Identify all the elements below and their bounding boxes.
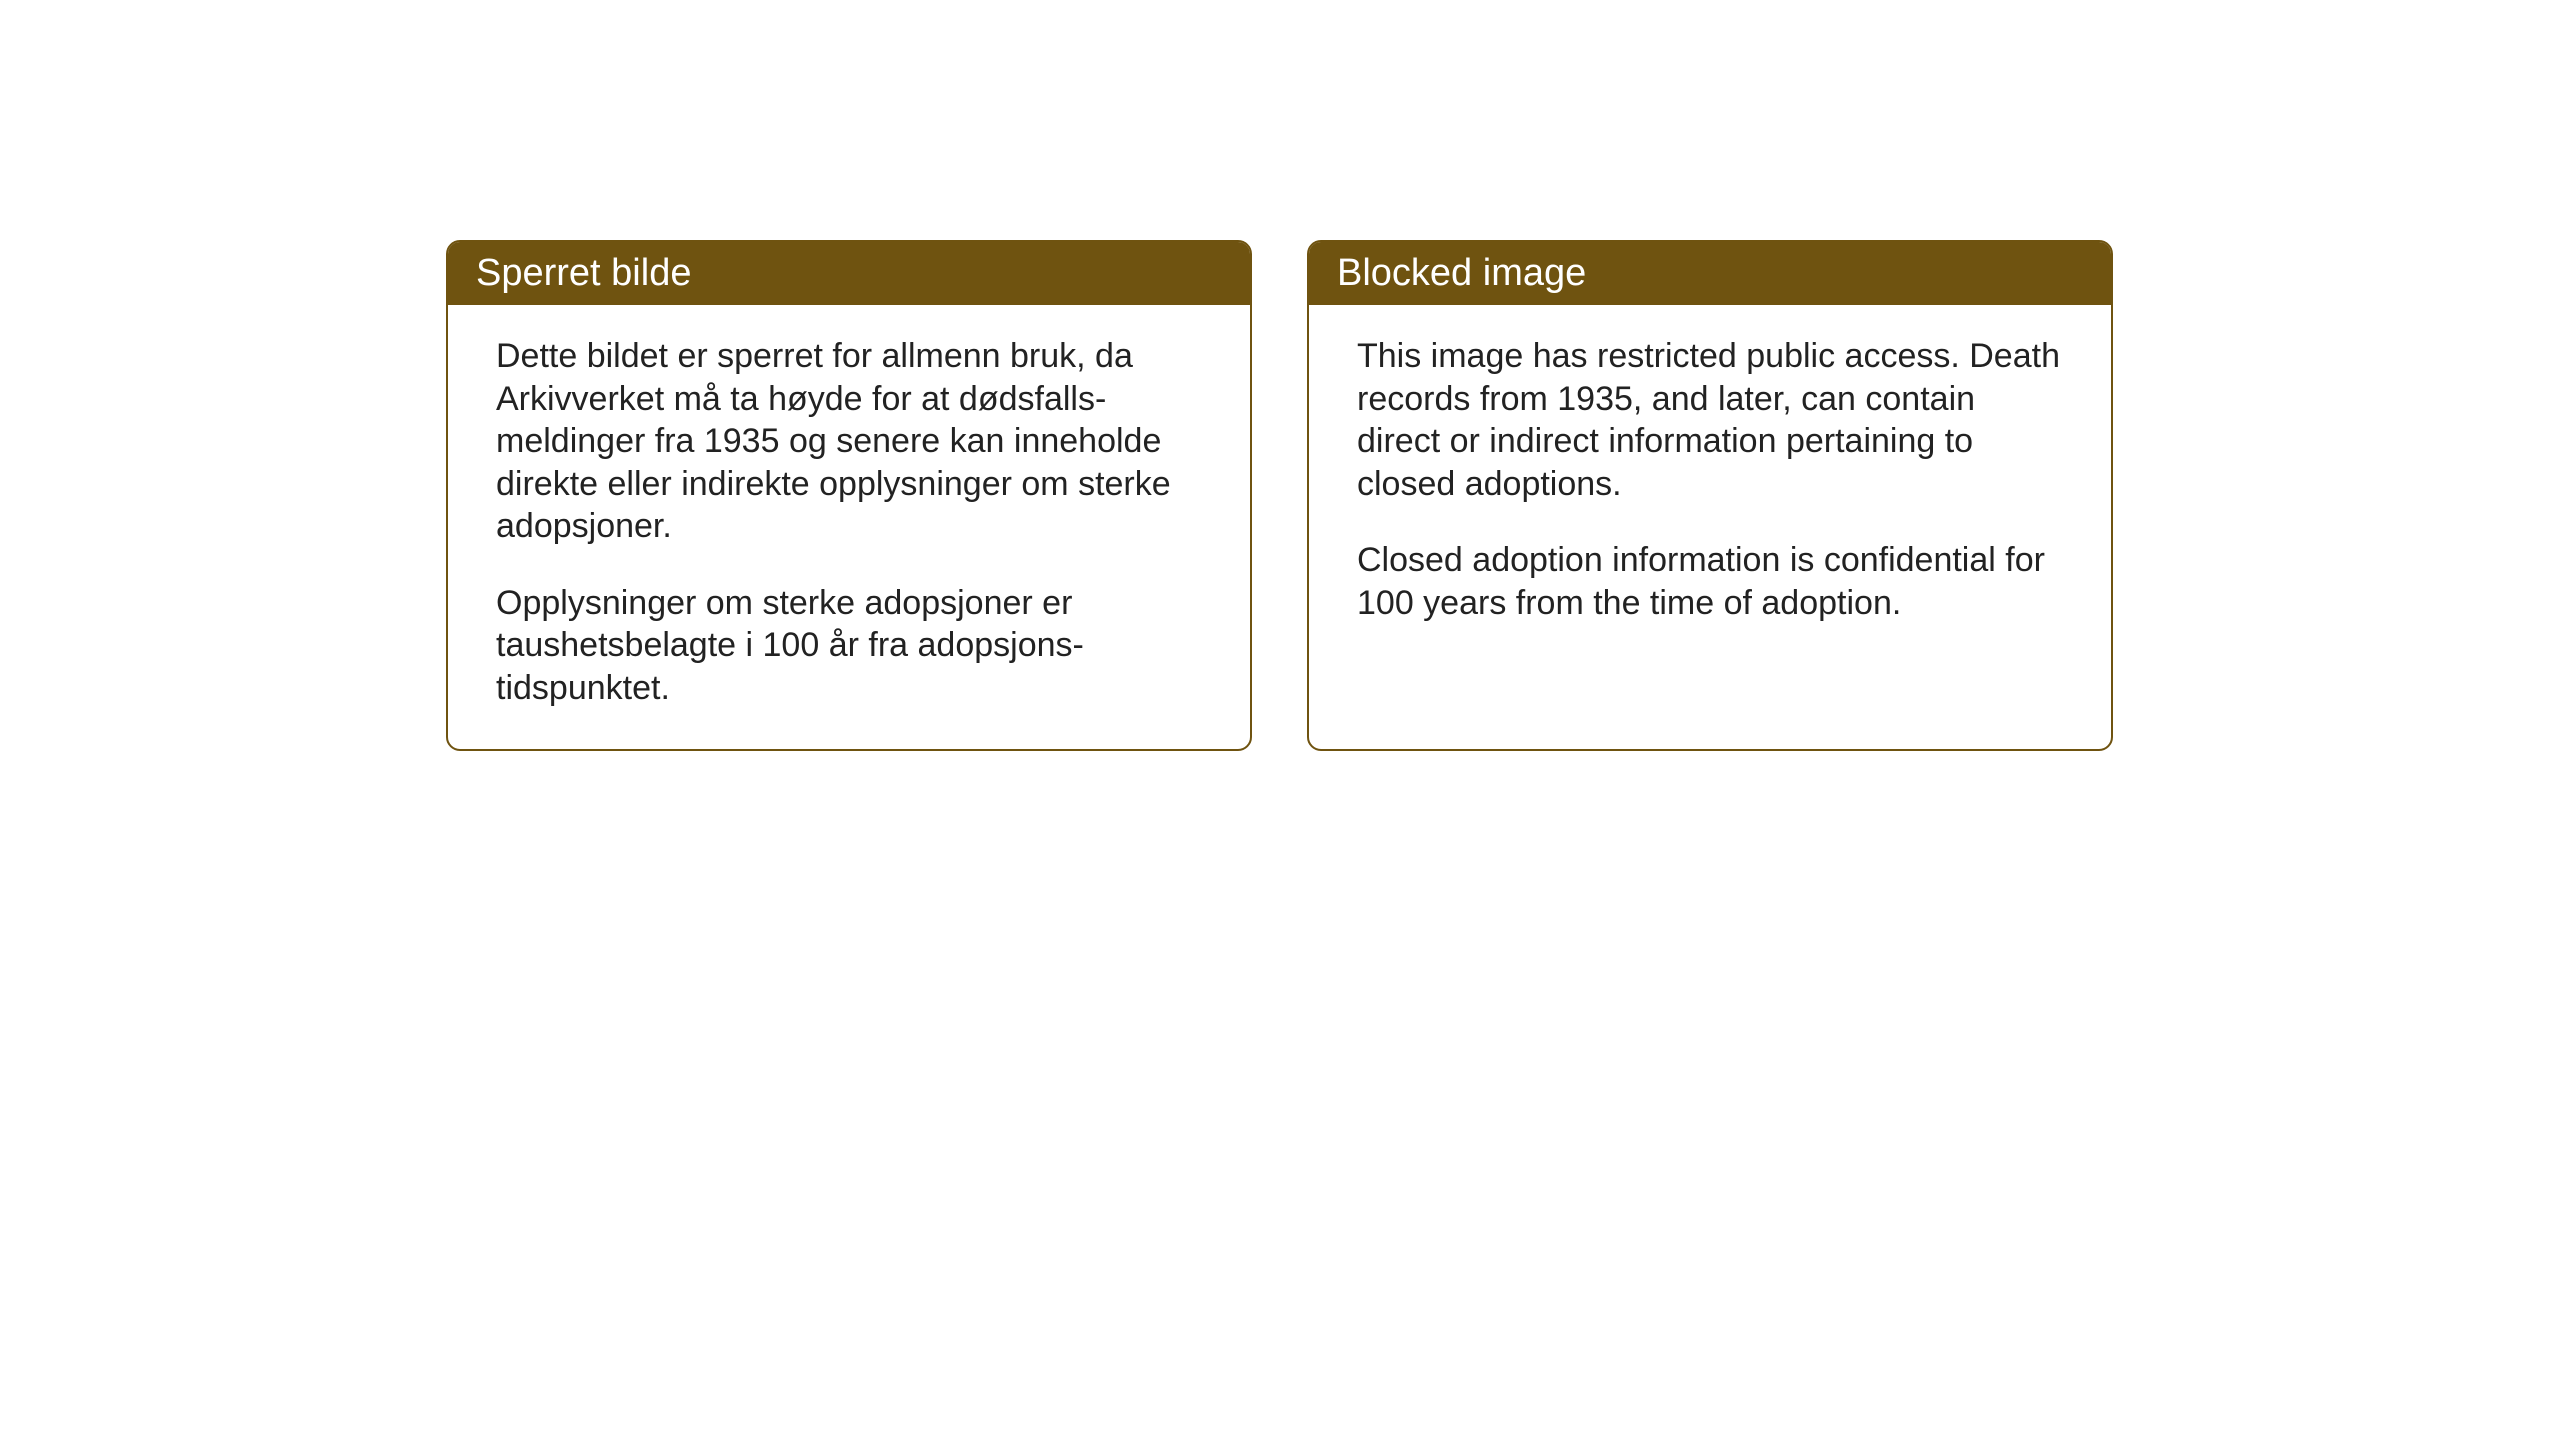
- notice-paragraph2-norwegian: Opplysninger om sterke adopsjoner er tau…: [496, 582, 1202, 710]
- notice-box-norwegian: Sperret bilde Dette bildet er sperret fo…: [446, 240, 1252, 751]
- notice-paragraph2-english: Closed adoption information is confident…: [1357, 539, 2063, 624]
- notice-paragraph1-english: This image has restricted public access.…: [1357, 335, 2063, 505]
- notice-title-english: Blocked image: [1337, 252, 1586, 294]
- notice-body-english: This image has restricted public access.…: [1309, 305, 2111, 745]
- notice-header-norwegian: Sperret bilde: [448, 242, 1250, 305]
- notice-header-english: Blocked image: [1309, 242, 2111, 305]
- notice-box-english: Blocked image This image has restricted …: [1307, 240, 2113, 751]
- notice-title-norwegian: Sperret bilde: [476, 252, 691, 294]
- notice-container: Sperret bilde Dette bildet er sperret fo…: [446, 240, 2113, 751]
- notice-paragraph1-norwegian: Dette bildet er sperret for allmenn bruk…: [496, 335, 1202, 548]
- notice-body-norwegian: Dette bildet er sperret for allmenn bruk…: [448, 305, 1250, 749]
